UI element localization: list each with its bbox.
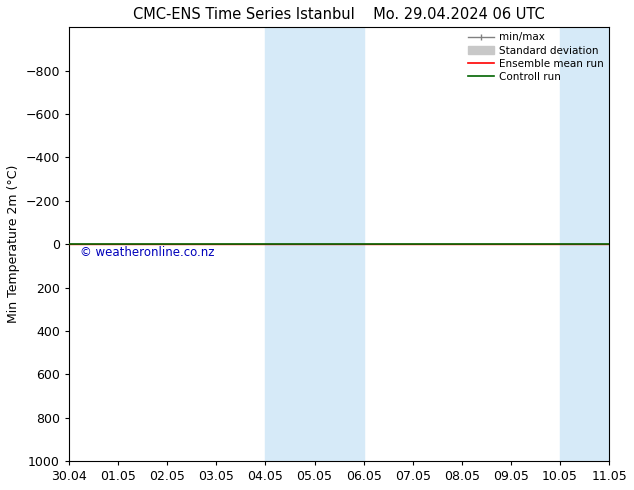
Title: CMC-ENS Time Series Istanbul    Mo. 29.04.2024 06 UTC: CMC-ENS Time Series Istanbul Mo. 29.04.2… <box>133 7 545 22</box>
Bar <box>266 27 290 461</box>
Text: © weatheronline.co.nz: © weatheronline.co.nz <box>80 246 214 259</box>
Bar <box>585 27 609 461</box>
Y-axis label: Min Temperature 2m (°C): Min Temperature 2m (°C) <box>7 165 20 323</box>
Legend: min/max, Standard deviation, Ensemble mean run, Controll run: min/max, Standard deviation, Ensemble me… <box>468 32 604 82</box>
Bar <box>290 27 314 461</box>
Bar <box>314 27 364 461</box>
Bar <box>560 27 585 461</box>
